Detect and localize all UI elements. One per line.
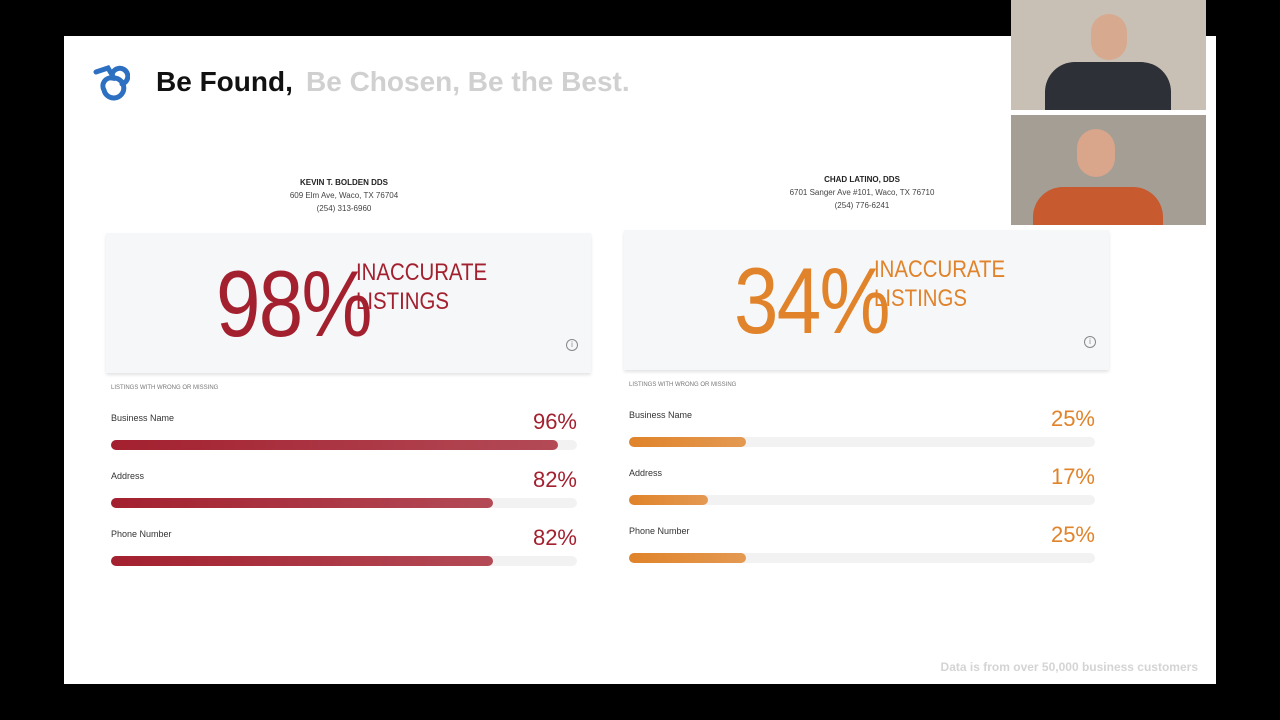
title-bold: Be Found, [156, 66, 293, 97]
bar-fill [629, 553, 746, 563]
bar-fill [111, 440, 559, 450]
info-icon: i [1084, 336, 1096, 348]
webcam-tile [1011, 115, 1206, 225]
bar-fill [111, 556, 494, 566]
row-label: Phone Number [629, 526, 690, 536]
row-label: Phone Number [111, 529, 172, 539]
section-label: LISTINGS WITH WRONG OR MISSING [111, 385, 219, 391]
row-value: 82% [532, 525, 577, 550]
score-value: 34% [734, 248, 891, 353]
contact-phone: (254) 313-6960 [316, 204, 372, 213]
row-label: Address [629, 468, 663, 478]
row-label: Address [111, 471, 145, 481]
score-caption: LISTINGS [356, 288, 449, 315]
bar-track [629, 495, 1095, 505]
row-value: 25% [1050, 406, 1095, 431]
row-value: 96% [532, 409, 577, 434]
score-caption: INACCURATE [874, 256, 1006, 283]
title-light: Be Chosen, Be the Best. [306, 66, 630, 97]
logo [93, 64, 130, 101]
contact-name: CHAD LATINO, DDS [824, 175, 900, 184]
bar-fill [111, 498, 494, 508]
row-label: Business Name [111, 413, 175, 423]
row-value: 17% [1050, 464, 1095, 489]
bar-track [629, 437, 1095, 447]
bar-fill [629, 495, 709, 505]
contact-address: 609 Elm Ave, Waco, TX 76704 [289, 191, 399, 200]
score-caption: INACCURATE [356, 259, 488, 286]
bar-fill [629, 437, 746, 447]
score-value: 98% [216, 251, 373, 356]
contact-phone: (254) 776-6241 [834, 201, 890, 210]
score-panel [624, 230, 1109, 370]
info-icon: i [566, 339, 578, 351]
webcam-tile [1011, 0, 1206, 110]
section-label: LISTINGS WITH WRONG OR MISSING [629, 382, 737, 388]
row-label: Business Name [629, 410, 693, 420]
row-value: 82% [532, 467, 577, 492]
row-value: 25% [1050, 522, 1095, 547]
contact-name: KEVIN T. BOLDEN DDS [299, 178, 388, 187]
score-panel [106, 233, 591, 373]
footer-note: Data is from over 50,000 business custom… [940, 660, 1198, 674]
score-caption: LISTINGS [874, 285, 967, 312]
contact-address: 6701 Sanger Ave #101, Waco, TX 76710 [789, 188, 935, 197]
bar-track [629, 553, 1095, 563]
